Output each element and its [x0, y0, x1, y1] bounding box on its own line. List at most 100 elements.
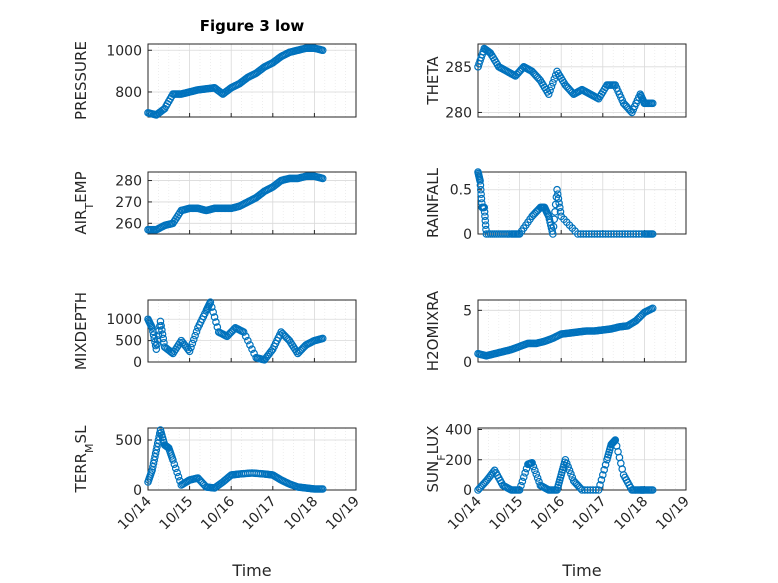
y-axis-label: THETA: [424, 56, 442, 106]
data-point: [476, 181, 485, 190]
x-tick-label: 10/18: [281, 494, 321, 534]
figure-title: Figure 3 low: [200, 17, 305, 35]
data-point: [556, 203, 564, 212]
x-tick-label: 10/14: [445, 493, 485, 533]
data-point: [590, 230, 599, 238]
data-point: [189, 335, 198, 344]
data-point: [550, 215, 559, 224]
data-point: [212, 318, 220, 326]
data-point: [623, 230, 632, 238]
data-point: [593, 230, 602, 238]
data-point: [561, 455, 570, 464]
data-point: [596, 230, 604, 238]
data-point: [598, 471, 607, 479]
data-point: [648, 99, 657, 108]
data-point: [477, 194, 486, 203]
y-tick-label: 260: [115, 216, 142, 232]
data-point: [555, 199, 563, 207]
axes-frame: [147, 299, 357, 363]
subplot-3: 260 270 280 AIRTEMP: [72, 171, 357, 235]
data-point: [594, 486, 603, 494]
y-tick-label: 500: [115, 433, 142, 449]
data-point: [648, 304, 657, 313]
y-axis-label: SUNFLUX: [424, 426, 448, 493]
data-point: [548, 227, 556, 235]
subplot-5: 0 500 1000 MIXDEPTH: [72, 292, 357, 371]
data-point: [648, 230, 657, 238]
x-tick-label: 10/16: [198, 493, 238, 533]
x-tick-label: 10/19: [323, 494, 363, 534]
data-point: [567, 470, 575, 478]
data-point: [174, 472, 183, 481]
data-point: [529, 462, 538, 471]
data-point: [515, 486, 524, 494]
data-point: [191, 331, 199, 340]
data-point: [239, 328, 248, 336]
y-tick-label: 200: [445, 453, 472, 469]
data-point: [187, 343, 195, 352]
axes-frame: [147, 43, 357, 118]
data-point: [209, 308, 217, 316]
y-axis-label: RAINFALL: [424, 167, 442, 238]
data-point: [578, 486, 586, 494]
data-point: [576, 484, 585, 493]
y-axis-label: H2OMIXRA: [424, 290, 442, 371]
data-point: [170, 460, 179, 468]
data-point: [476, 177, 484, 185]
data-point: [206, 298, 215, 306]
data-point: [532, 470, 541, 478]
data-point: [564, 463, 572, 471]
data-point: [610, 230, 618, 238]
y-tick-label: 280: [115, 174, 142, 190]
data-point: [587, 230, 596, 238]
data-point: [601, 460, 610, 469]
data-point: [579, 230, 588, 238]
data-point: [582, 230, 590, 238]
subplot-7: 10/14 10/15 10/16 10/17 10/18 10/19 0 500 TERRMS…: [72, 425, 363, 580]
data-point: [597, 476, 606, 484]
y-tick-label: 0: [463, 355, 472, 371]
data-point: [554, 194, 563, 203]
x-tick-label: 10/15: [157, 494, 197, 534]
data-point: [477, 190, 485, 198]
data-point: [192, 327, 201, 336]
axes-frame: [147, 171, 357, 235]
data-point: [207, 303, 216, 311]
data-point: [248, 345, 256, 353]
data-point: [562, 459, 571, 468]
data-point: [601, 230, 610, 238]
data-point: [518, 477, 527, 486]
data-point: [550, 75, 559, 83]
y-tick-label: 800: [115, 85, 142, 101]
x-tick-label: 10/19: [653, 494, 693, 534]
data-point: [521, 469, 529, 477]
data-point: [648, 486, 657, 494]
data-point: [169, 456, 177, 464]
y-tick-label: 500: [115, 334, 142, 350]
data-point: [156, 317, 165, 326]
data-point: [612, 230, 621, 238]
data-point: [528, 458, 536, 467]
data-point: [586, 486, 595, 494]
data-point: [629, 230, 638, 238]
data-point: [553, 185, 561, 194]
data-point: [152, 345, 161, 353]
data-point: [185, 347, 194, 356]
data-point: [556, 208, 565, 216]
y-tick-label: 0: [463, 227, 472, 243]
x-tick-label: 10/17: [570, 494, 610, 534]
data-point: [531, 466, 539, 475]
data-point: [549, 230, 557, 238]
data-point: [621, 230, 629, 238]
data-point: [158, 326, 166, 334]
y-tick-label: 0.5: [450, 183, 472, 199]
data-point: [318, 485, 327, 493]
x-tick-label: 10/17: [240, 494, 280, 534]
x-tick-label: 10/14: [115, 493, 155, 533]
y-tick-label: 1000: [106, 43, 142, 59]
data-point: [600, 466, 608, 474]
data-point: [481, 216, 490, 225]
data-point: [589, 486, 597, 494]
axes-frame: [477, 299, 687, 363]
